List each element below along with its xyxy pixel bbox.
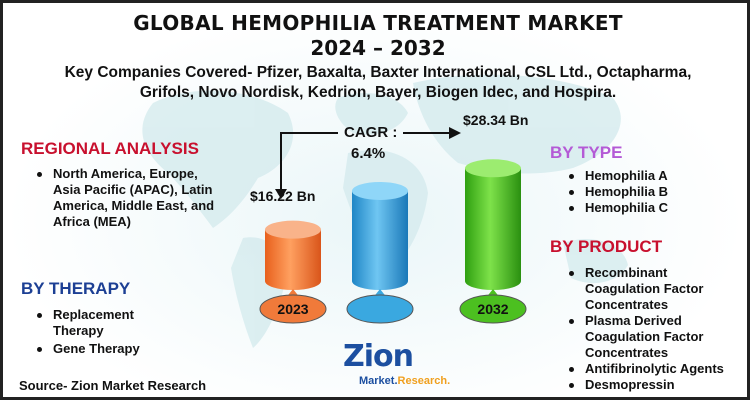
therapy-list: Replacement Therapy Gene Therapy bbox=[33, 307, 213, 357]
cagr-arrow-head-right bbox=[449, 127, 461, 139]
list-item: Antifibrinolytic Agents bbox=[565, 361, 745, 377]
bar-middle-decorative bbox=[352, 181, 408, 290]
year-label: 2023 bbox=[277, 301, 308, 317]
regional-list: North America, Europe, Asia Pacific (APA… bbox=[33, 166, 223, 230]
list-item: North America, Europe, Asia Pacific (APA… bbox=[33, 166, 223, 230]
cagr-arrow bbox=[280, 132, 338, 193]
list-item: Desmopressin bbox=[565, 377, 745, 393]
page-title: GLOBAL HEMOPHILIA TREATMENT MARKET bbox=[133, 11, 623, 35]
list-item: Hemophilia B bbox=[565, 184, 735, 200]
logo-sub-text: Market.Research. bbox=[359, 375, 451, 387]
cagr-value: 6.4% bbox=[351, 145, 386, 162]
year-badge-middle bbox=[346, 289, 414, 324]
year-label: 2032 bbox=[477, 301, 508, 317]
product-list: Recombinant Coagulation Factor Concentra… bbox=[565, 265, 745, 393]
by-type-heading: BY TYPE bbox=[550, 143, 623, 162]
type-list: Hemophilia A Hemophilia B Hemophilia C bbox=[565, 168, 735, 216]
list-item: Gene Therapy bbox=[33, 341, 213, 357]
zion-logo: Zion Market.Research. bbox=[343, 339, 453, 395]
year-badge-2023: 2023 bbox=[259, 289, 327, 324]
by-product-heading: BY PRODUCT bbox=[550, 237, 663, 256]
list-item: Hemophilia A bbox=[565, 168, 735, 184]
list-item: Hemophilia C bbox=[565, 200, 735, 216]
market-size-chart: 2023 2032 $16.22 Bn $28.34 Bn bbox=[250, 112, 528, 324]
bar-2032 bbox=[465, 159, 521, 290]
source-text: Source- Zion Market Research bbox=[19, 378, 207, 393]
value-label-2032: $28.34 Bn bbox=[463, 112, 528, 128]
cagr-arrow-head-down bbox=[275, 189, 287, 199]
cagr-label: CAGR : bbox=[344, 124, 398, 141]
key-companies-text: Key Companies Covered- Pfizer, Baxalta, … bbox=[64, 64, 692, 101]
value-label-2023: $16.22 Bn bbox=[250, 188, 315, 204]
year-badge-2032: 2032 bbox=[459, 289, 527, 324]
regional-analysis-heading: REGIONAL ANALYSIS bbox=[21, 139, 199, 158]
list-item: Recombinant Coagulation Factor Concentra… bbox=[565, 265, 745, 313]
bar-2023 bbox=[265, 220, 321, 290]
by-therapy-heading: BY THERAPY bbox=[21, 279, 131, 298]
page-subtitle-years: 2024 – 2032 bbox=[310, 36, 446, 60]
list-item: Replacement Therapy bbox=[33, 307, 163, 339]
logo-main-text: Zion bbox=[343, 339, 414, 374]
list-item: Plasma Derived Coagulation Factor Concen… bbox=[565, 313, 745, 361]
